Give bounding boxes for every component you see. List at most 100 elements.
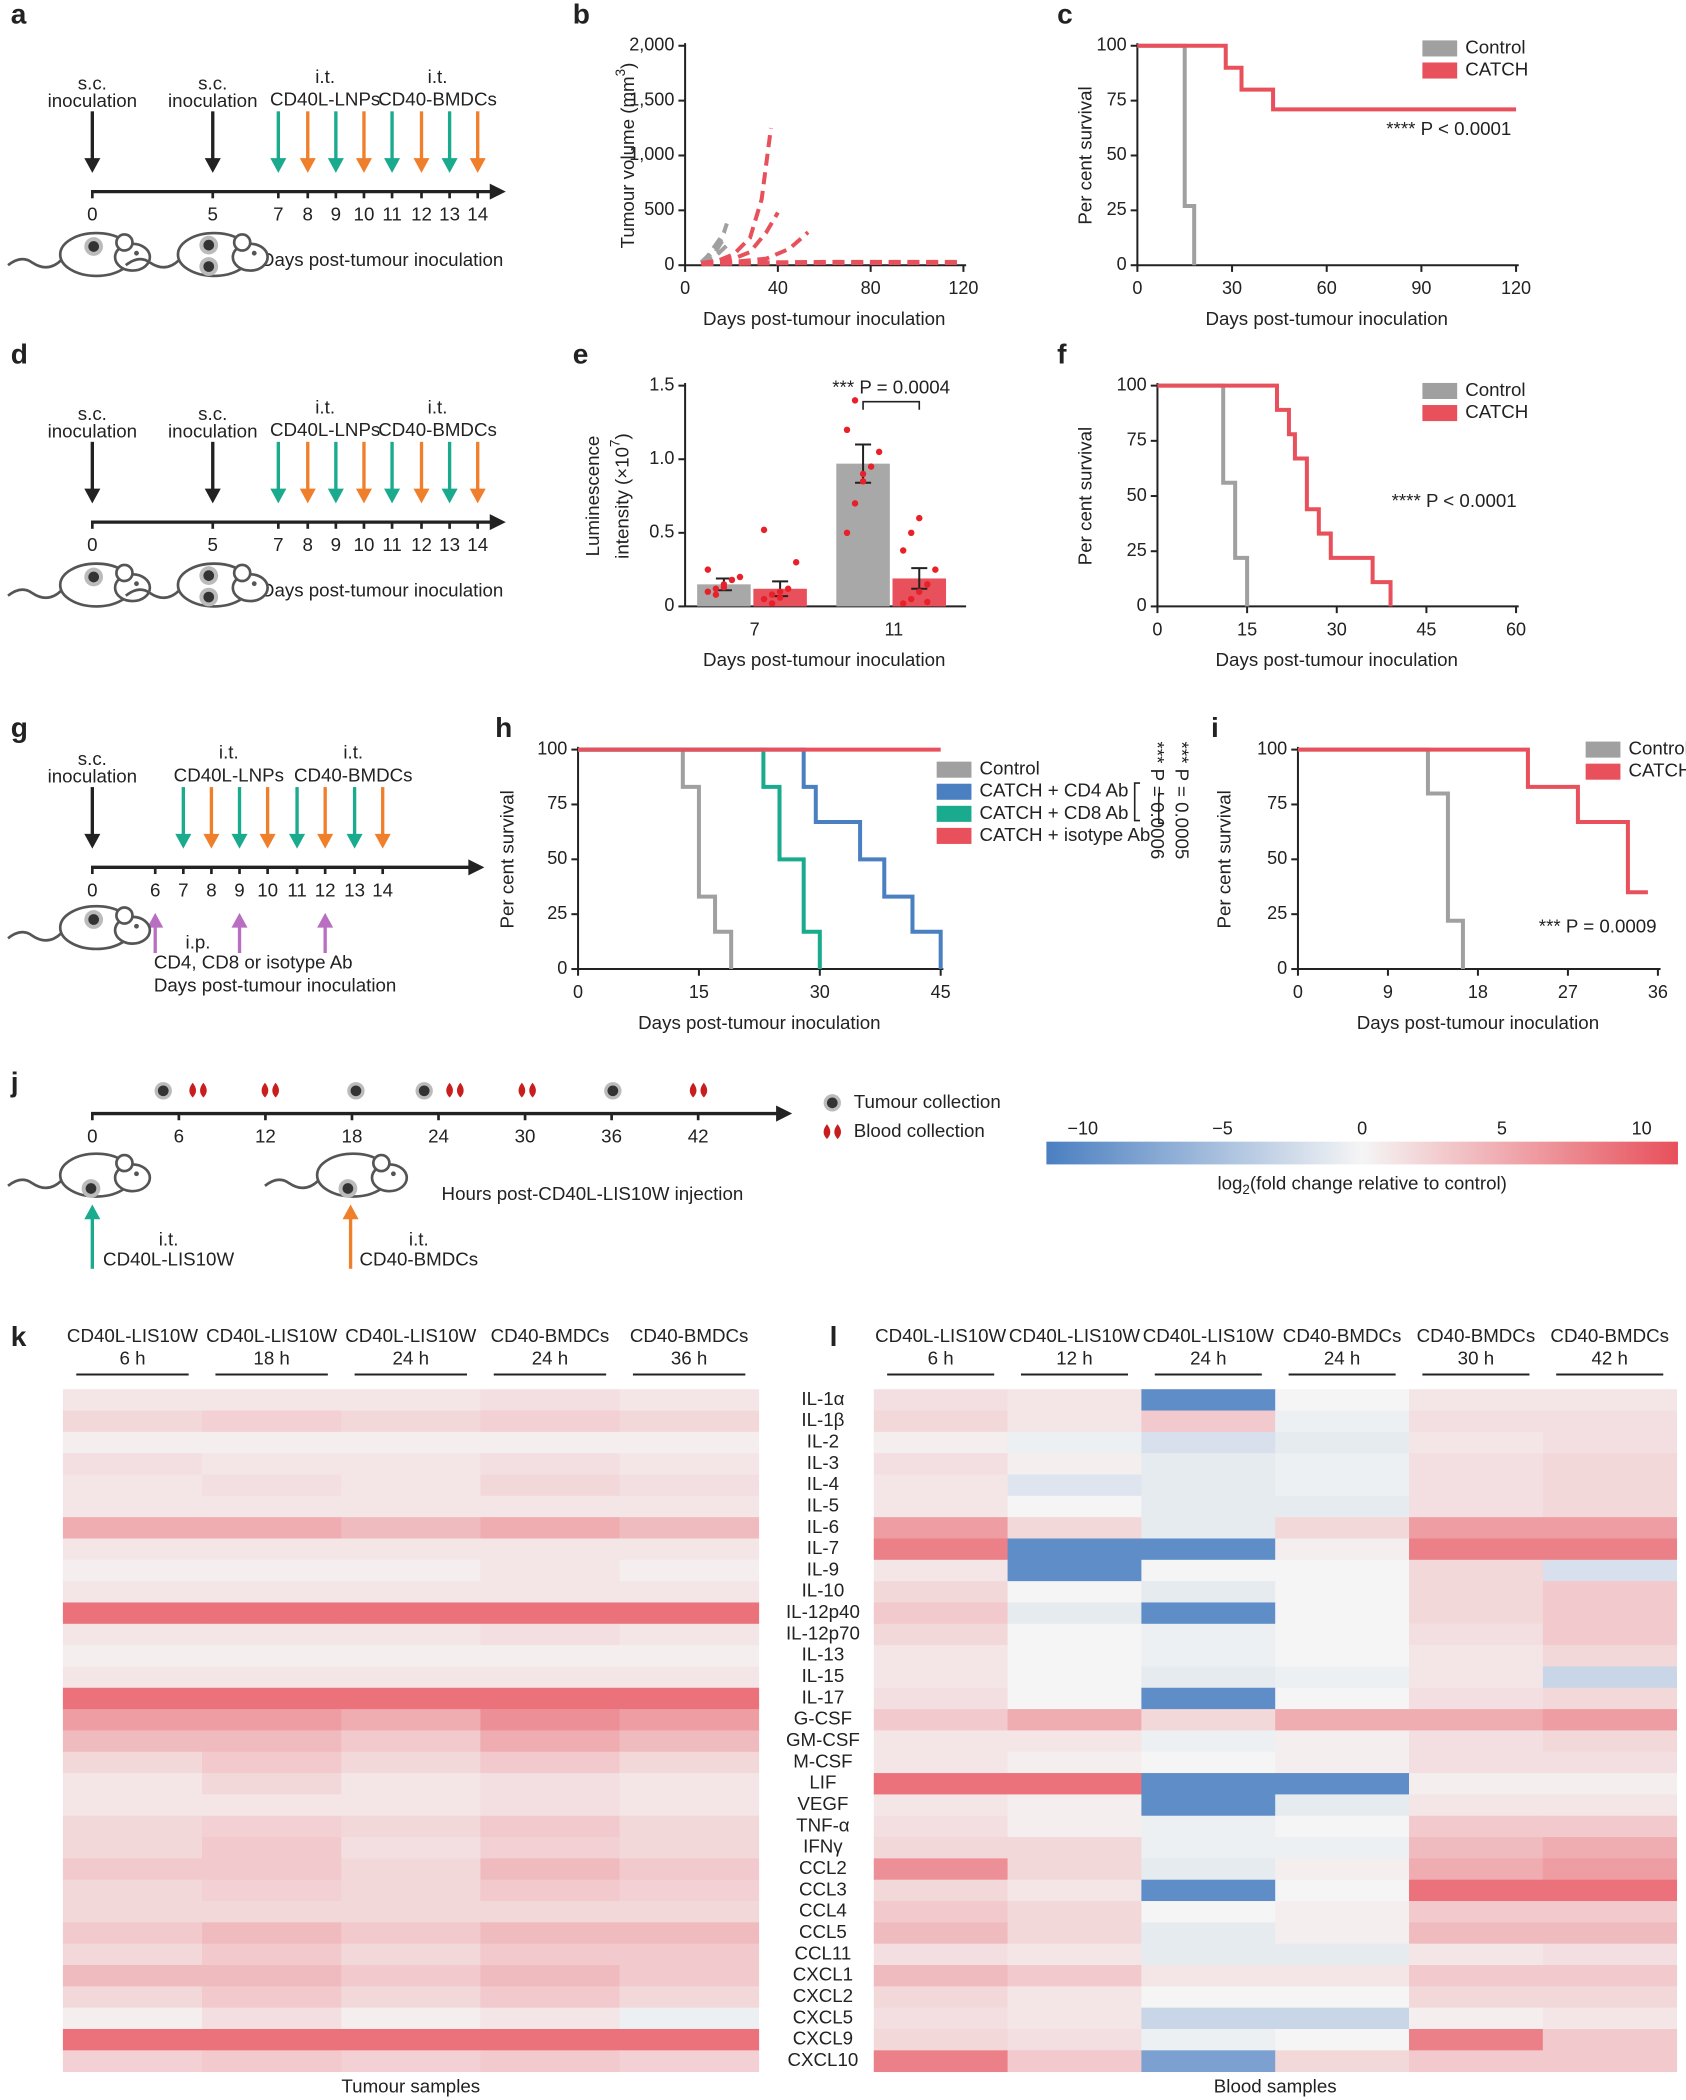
heatmap-cell <box>1409 1965 1544 1987</box>
legend-swatch <box>1585 763 1621 780</box>
row-label: IL-9 <box>807 1558 839 1579</box>
timeline-tick-label: 12 <box>315 879 336 900</box>
arrow-head <box>259 833 276 849</box>
x-tick-label: 27 <box>1558 982 1578 1002</box>
y-axis-title: Luminescence <box>582 436 603 557</box>
data-point <box>843 426 851 434</box>
data-point <box>916 588 923 595</box>
row-label: IL-1α <box>801 1388 844 1409</box>
heatmap-cell <box>480 1645 620 1667</box>
data-point <box>760 595 768 603</box>
heatmap-cell <box>1141 2050 1276 2073</box>
heatmap-cell <box>62 1901 203 1923</box>
heatmap-cell <box>619 1965 760 1987</box>
heatmap-cell <box>873 1410 1008 1433</box>
heatmap-cell <box>619 1922 760 1945</box>
x-tick-label: 120 <box>948 278 978 298</box>
arrow-head <box>84 1204 101 1220</box>
heatmap-cell <box>1275 1431 1410 1454</box>
x-tick-label: 120 <box>1501 278 1531 298</box>
heatmap-cell <box>873 1495 1008 1518</box>
mouse-tail <box>7 257 63 269</box>
heatmap-cell <box>873 1837 1008 1859</box>
heatmap-cell <box>480 1965 620 1987</box>
heatmap-cell <box>873 1943 1008 1966</box>
row-label: IL-2 <box>807 1430 839 1451</box>
heatmap-cell <box>1007 1453 1142 1475</box>
tumour <box>88 571 100 583</box>
heatmap-cell <box>1007 1538 1142 1561</box>
heatmap-cell <box>1007 1901 1142 1923</box>
heatmap-cell <box>1007 1474 1142 1497</box>
column-group-label: 12 h <box>1056 1348 1092 1369</box>
annotation: *** P = 0.0004 <box>832 376 950 397</box>
column-group-label: CD40L-LIS10W <box>1009 1325 1140 1346</box>
data-line <box>578 747 734 970</box>
arrow-label: CD40L-LNPs <box>270 419 380 440</box>
timeline-tick-label: 0 <box>87 534 97 555</box>
timeline-tick-label: 10 <box>354 534 375 555</box>
heatmap-cell <box>480 2028 620 2051</box>
heatmap-cell <box>1275 2028 1410 2051</box>
heatmap-cell <box>202 1474 342 1497</box>
heatmap-cell <box>1141 1431 1276 1454</box>
row-label: IL-7 <box>807 1537 839 1558</box>
heatmap-cell <box>1007 1709 1142 1731</box>
heatmap-cell <box>341 1751 481 1774</box>
timeline-tick-label: 8 <box>206 879 216 900</box>
heatmap-cell <box>1275 1389 1410 1411</box>
row-label: CXCL2 <box>793 1985 853 2006</box>
tumour-marker <box>350 1085 362 1097</box>
axis-title: Days post-tumour inoculation <box>261 249 503 270</box>
heatmap-cell <box>619 1773 760 1795</box>
data-point <box>768 591 776 598</box>
heatmap-cell <box>1007 1517 1142 1539</box>
row-label: VEGF <box>797 1793 848 1814</box>
bar <box>836 463 890 607</box>
heatmap-cell <box>341 1901 481 1923</box>
arrow-label: CD40-BMDCs <box>378 419 497 440</box>
data-point <box>859 470 867 478</box>
column-group-label: 24 h <box>393 1348 429 1369</box>
heatmap-cell <box>1409 1943 1544 1966</box>
x-axis-title: Days post-tumour inoculation <box>703 308 945 329</box>
timeline-tick-label: 10 <box>354 204 375 225</box>
heatmap-cell <box>1409 1730 1544 1753</box>
mouse-eye <box>134 923 139 929</box>
data-point <box>859 478 867 485</box>
column-group-label: 24 h <box>1324 1348 1360 1369</box>
heatmap-cell <box>619 1709 760 1731</box>
x-tick-label: 15 <box>1237 619 1257 639</box>
y-tick-label: 100 <box>537 738 567 758</box>
arrow-label: inoculation <box>168 420 258 441</box>
arrow-label: CD40-BMDCs <box>360 1249 479 1270</box>
data-point <box>712 591 720 598</box>
data-line <box>701 230 810 266</box>
legend-label: CATCH + CD4 Ab <box>979 780 1128 801</box>
heatmap-cell <box>1275 1581 1410 1603</box>
x-tick-label: 0 <box>573 982 583 1002</box>
heatmap-cell <box>480 2050 620 2073</box>
heatmap-cell <box>1141 1666 1276 1689</box>
timeline-tick-label: 7 <box>273 534 283 555</box>
heatmap-cell <box>1542 1815 1678 1838</box>
heatmap-cell <box>1275 1666 1410 1689</box>
arrow-head <box>346 833 363 849</box>
column-group-label: 36 h <box>671 1348 707 1369</box>
heatmap-cell <box>873 1389 1008 1411</box>
column-group-label: 42 h <box>1592 1348 1628 1369</box>
heatmap-cell <box>62 2050 203 2073</box>
heatmap-cell <box>1542 1730 1678 1753</box>
heatmap-cell <box>1409 1559 1544 1582</box>
row-label: M-CSF <box>793 1750 852 1771</box>
panel-label: f <box>1057 339 1067 370</box>
data-point <box>712 585 720 592</box>
heatmap-cell <box>1141 1538 1276 1561</box>
heatmap-cell <box>202 1581 342 1603</box>
row-label: G-CSF <box>794 1708 852 1729</box>
row-label: CXCL5 <box>793 2006 853 2027</box>
heatmap-cell <box>1542 1751 1678 1774</box>
heatmap-cell <box>1542 1410 1678 1433</box>
